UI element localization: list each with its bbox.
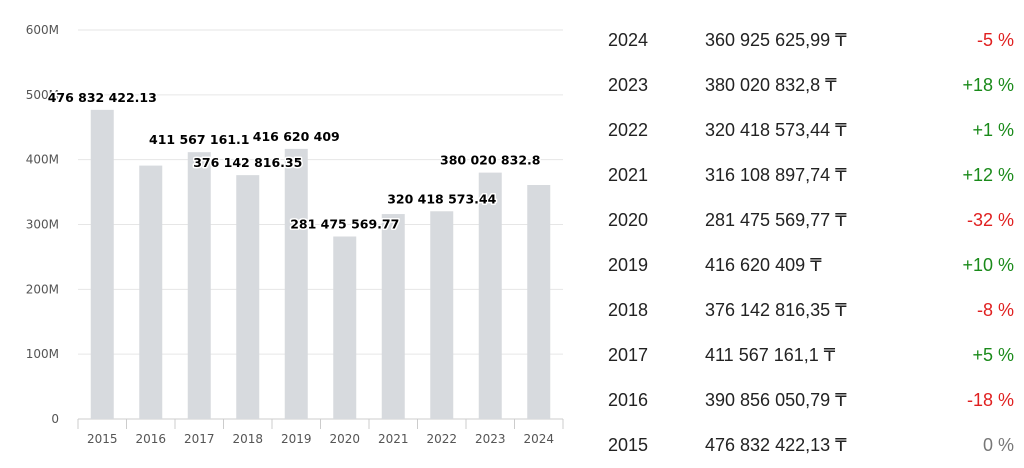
x-tick-label: 2016: [135, 432, 166, 446]
bar: [430, 211, 454, 419]
table-row: 2017 411 567 161,1 ₸ +5 %: [594, 333, 1024, 378]
row-value: 390 856 050,79 ₸: [705, 390, 847, 410]
row-change: +12 %: [962, 165, 1014, 185]
y-tick-label: 200M: [26, 282, 59, 296]
data-label: 320 418 573.44: [387, 191, 496, 206]
table-row: 2023 380 020 832,8 ₸ +18 %: [594, 63, 1024, 108]
y-tick-label: 300M: [26, 218, 59, 232]
y-tick-label: 500M: [26, 88, 59, 102]
row-change: +18 %: [962, 75, 1014, 95]
row-value: 281 475 569,77 ₸: [705, 210, 847, 230]
data-label: 376 142 816.35: [193, 155, 302, 170]
row-value: 360 925 625,99 ₸: [705, 30, 847, 50]
bar: [284, 148, 308, 419]
x-tick-label: 2022: [426, 432, 457, 446]
row-change: 0 %: [982, 435, 1014, 455]
table-row: 2018 376 142 816,35 ₸ -8 %: [594, 288, 1024, 333]
x-tick-label: 2019: [281, 432, 312, 446]
bar: [333, 236, 357, 419]
table-row: 2020 281 475 569,77 ₸ -32 %: [594, 198, 1024, 243]
row-year: 2019: [608, 255, 649, 275]
row-change: -32 %: [966, 210, 1014, 230]
bar: [187, 152, 211, 419]
row-change: +5 %: [972, 345, 1014, 365]
table-row: 2024 360 925 625,99 ₸ -5 %: [594, 18, 1024, 63]
table-row: 2021 316 108 897,74 ₸ +12 %: [594, 153, 1024, 198]
row-value: 476 832 422,13 ₸: [705, 435, 847, 455]
y-tick-label: 400M: [26, 153, 59, 167]
row-change: -8 %: [976, 300, 1014, 320]
bar-chart: 0 100M 200M 300M 400M 500M 600M 2015 2016 2017 201…: [26, 23, 564, 446]
table-row: 2019 416 620 409 ₸ +10 %: [594, 243, 1024, 288]
row-value: 411 567 161,1 ₸: [705, 345, 836, 365]
row-year: 2020: [608, 210, 649, 230]
bar: [478, 172, 502, 419]
y-tick-label: 600M: [26, 23, 59, 37]
bar: [90, 109, 114, 420]
table-row: 2016 390 856 050,79 ₸ -18 %: [594, 378, 1024, 423]
row-year: 2015: [608, 435, 649, 455]
x-tick-label: 2024: [523, 432, 554, 446]
chart-canvas: 0 100M 200M 300M 400M 500M 600M 2015 2016 2017 201…: [26, 23, 564, 446]
row-value: 320 418 573,44 ₸: [705, 120, 847, 140]
x-tick-label: 2018: [232, 432, 263, 446]
bar: [381, 214, 405, 419]
row-year: 2023: [608, 75, 649, 95]
row-change: -5 %: [976, 30, 1014, 50]
row-year: 2024: [608, 30, 649, 50]
x-tick-label: 2017: [184, 432, 215, 446]
data-label: 281 475 569.77: [290, 217, 399, 232]
row-year: 2016: [608, 390, 649, 410]
y-tick-label: 0: [51, 412, 59, 426]
x-tick-label: 2020: [329, 432, 360, 446]
data-label: 411 567 161.1: [149, 132, 249, 147]
y-tick-label: 100M: [26, 347, 59, 361]
row-value: 316 108 897,74 ₸: [705, 165, 847, 185]
yearly-values-table: 2024 360 925 625,99 ₸ -5 % 2023 380 020 …: [594, 18, 1024, 468]
data-label: 380 020 832.8: [440, 153, 540, 168]
x-tick-label: 2021: [378, 432, 409, 446]
x-tick-label: 2023: [475, 432, 506, 446]
row-year: 2021: [608, 165, 649, 185]
row-change: +10 %: [962, 255, 1014, 275]
bar: [527, 184, 551, 419]
x-tick-label: 2015: [87, 432, 118, 446]
row-change: -18 %: [966, 390, 1014, 410]
row-year: 2018: [608, 300, 649, 320]
bar: [139, 165, 163, 419]
row-change: +1 %: [972, 120, 1014, 140]
row-value: 376 142 816,35 ₸: [705, 300, 847, 320]
row-year: 2022: [608, 120, 649, 140]
table-row: 2015 476 832 422,13 ₸ 0 %: [594, 423, 1024, 468]
row-year: 2017: [608, 345, 649, 365]
data-label: 416 620 409: [253, 129, 340, 144]
table-row: 2022 320 418 573,44 ₸ +1 %: [594, 108, 1024, 153]
data-label: 476 832 422.13: [48, 90, 157, 105]
row-value: 416 620 409 ₸: [705, 255, 822, 275]
bar: [236, 175, 260, 419]
row-value: 380 020 832,8 ₸: [705, 75, 837, 95]
